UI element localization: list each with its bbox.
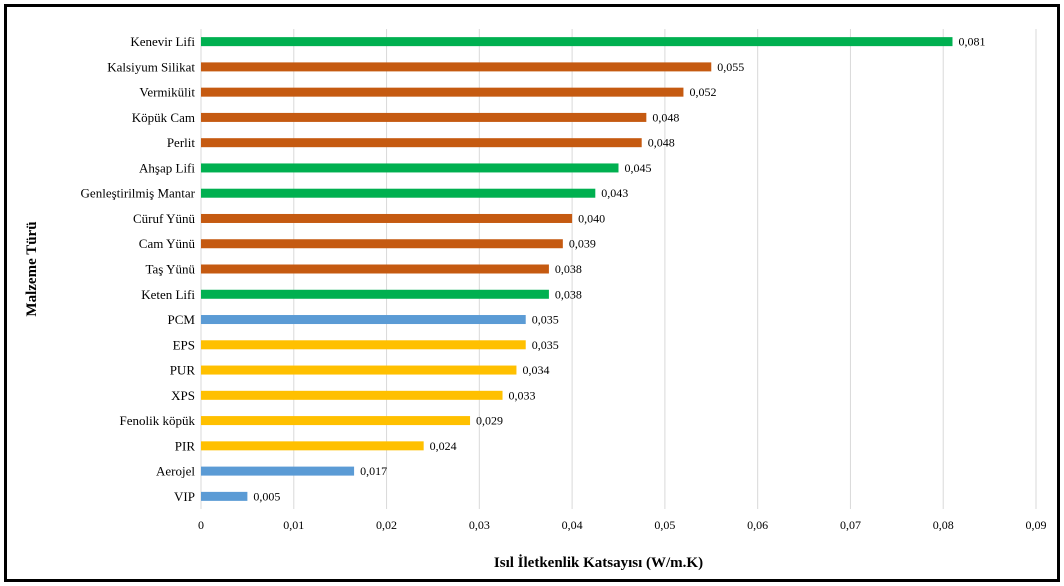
bar: [201, 264, 549, 274]
bar: [201, 213, 573, 223]
data-label: 0,048: [652, 110, 679, 124]
bar: [201, 491, 248, 501]
bar: [201, 466, 355, 476]
bar: [201, 365, 517, 375]
data-label: 0,038: [555, 262, 582, 276]
bar: [201, 239, 563, 249]
x-tick-label: 0,02: [376, 518, 397, 532]
data-label: 0,043: [601, 186, 628, 200]
data-label: 0,035: [532, 313, 559, 327]
bar: [201, 138, 642, 148]
data-label: 0,034: [522, 363, 549, 377]
x-tick-label: 0,07: [840, 518, 861, 532]
category-label: Cüruf Yünü: [133, 211, 195, 226]
x-tick-label: 0,05: [654, 518, 675, 532]
category-label: Aerojel: [156, 464, 195, 479]
bar: [201, 416, 471, 426]
category-label: Kalsiyum Silikat: [107, 59, 195, 74]
data-label: 0,039: [569, 237, 596, 251]
category-label: PIR: [175, 438, 196, 453]
x-axis-title: Isıl İletkenlik Katsayısı (W/m.K): [494, 554, 703, 571]
bar-chart: 0 0,01 0,02 0,03 0,04 0,05 0,06 0,07 0,08 0,09 Ken…: [24, 29, 1047, 571]
bar: [201, 289, 549, 299]
bar: [201, 87, 684, 97]
category-label: Taş Yünü: [145, 262, 195, 277]
y-axis-title: Malzeme Türü: [24, 221, 40, 316]
x-tick-label: 0: [198, 518, 204, 532]
data-label: 0,033: [509, 388, 536, 402]
data-label: 0,081: [959, 35, 986, 49]
category-label: Perlit: [167, 135, 196, 150]
category-label: Kenevir Lifi: [130, 34, 195, 49]
category-label: PCM: [168, 312, 196, 327]
data-label: 0,017: [360, 464, 387, 478]
category-label: Ahşap Lifi: [139, 160, 195, 175]
x-tick-label: 0,04: [562, 518, 583, 532]
x-tick-label: 0,09: [1026, 518, 1047, 532]
category-label: Vermikülit: [139, 85, 195, 100]
data-label: 0,048: [648, 136, 675, 150]
data-label: 0,040: [578, 211, 605, 225]
x-tick-label: 0,03: [469, 518, 490, 532]
data-label: 0,035: [532, 338, 559, 352]
category-label: PUR: [170, 363, 196, 378]
category-label: XPS: [171, 388, 195, 403]
data-label: 0,055: [717, 60, 744, 74]
bar: [201, 390, 503, 400]
x-tick-label: 0,01: [283, 518, 304, 532]
bar: [201, 188, 596, 198]
bar: [201, 315, 526, 325]
x-tick-label: 0,08: [933, 518, 954, 532]
category-label: VIP: [174, 489, 195, 504]
x-tick-label: 0,06: [747, 518, 768, 532]
chart-frame: 0 0,01 0,02 0,03 0,04 0,05 0,06 0,07 0,08 0,09 Ken…: [4, 4, 1060, 582]
category-label: Cam Yünü: [139, 236, 196, 251]
data-label: 0,045: [625, 161, 652, 175]
data-label: 0,038: [555, 287, 582, 301]
category-label: EPS: [173, 337, 195, 352]
data-label: 0,024: [430, 439, 457, 453]
category-label: Köpük Cam: [132, 110, 195, 125]
bar: [201, 163, 619, 173]
category-label: Keten Lifi: [141, 287, 195, 302]
category-label: Fenolik köpük: [120, 413, 196, 428]
category-label: Genleştirilmiş Mantar: [81, 186, 196, 201]
data-label: 0,029: [476, 414, 503, 428]
bar: [201, 340, 526, 350]
bar: [201, 37, 953, 47]
bar: [201, 441, 424, 451]
bar: [201, 62, 712, 72]
data-label: 0,052: [689, 85, 716, 99]
data-label: 0,005: [253, 489, 280, 503]
bar: [201, 112, 647, 122]
